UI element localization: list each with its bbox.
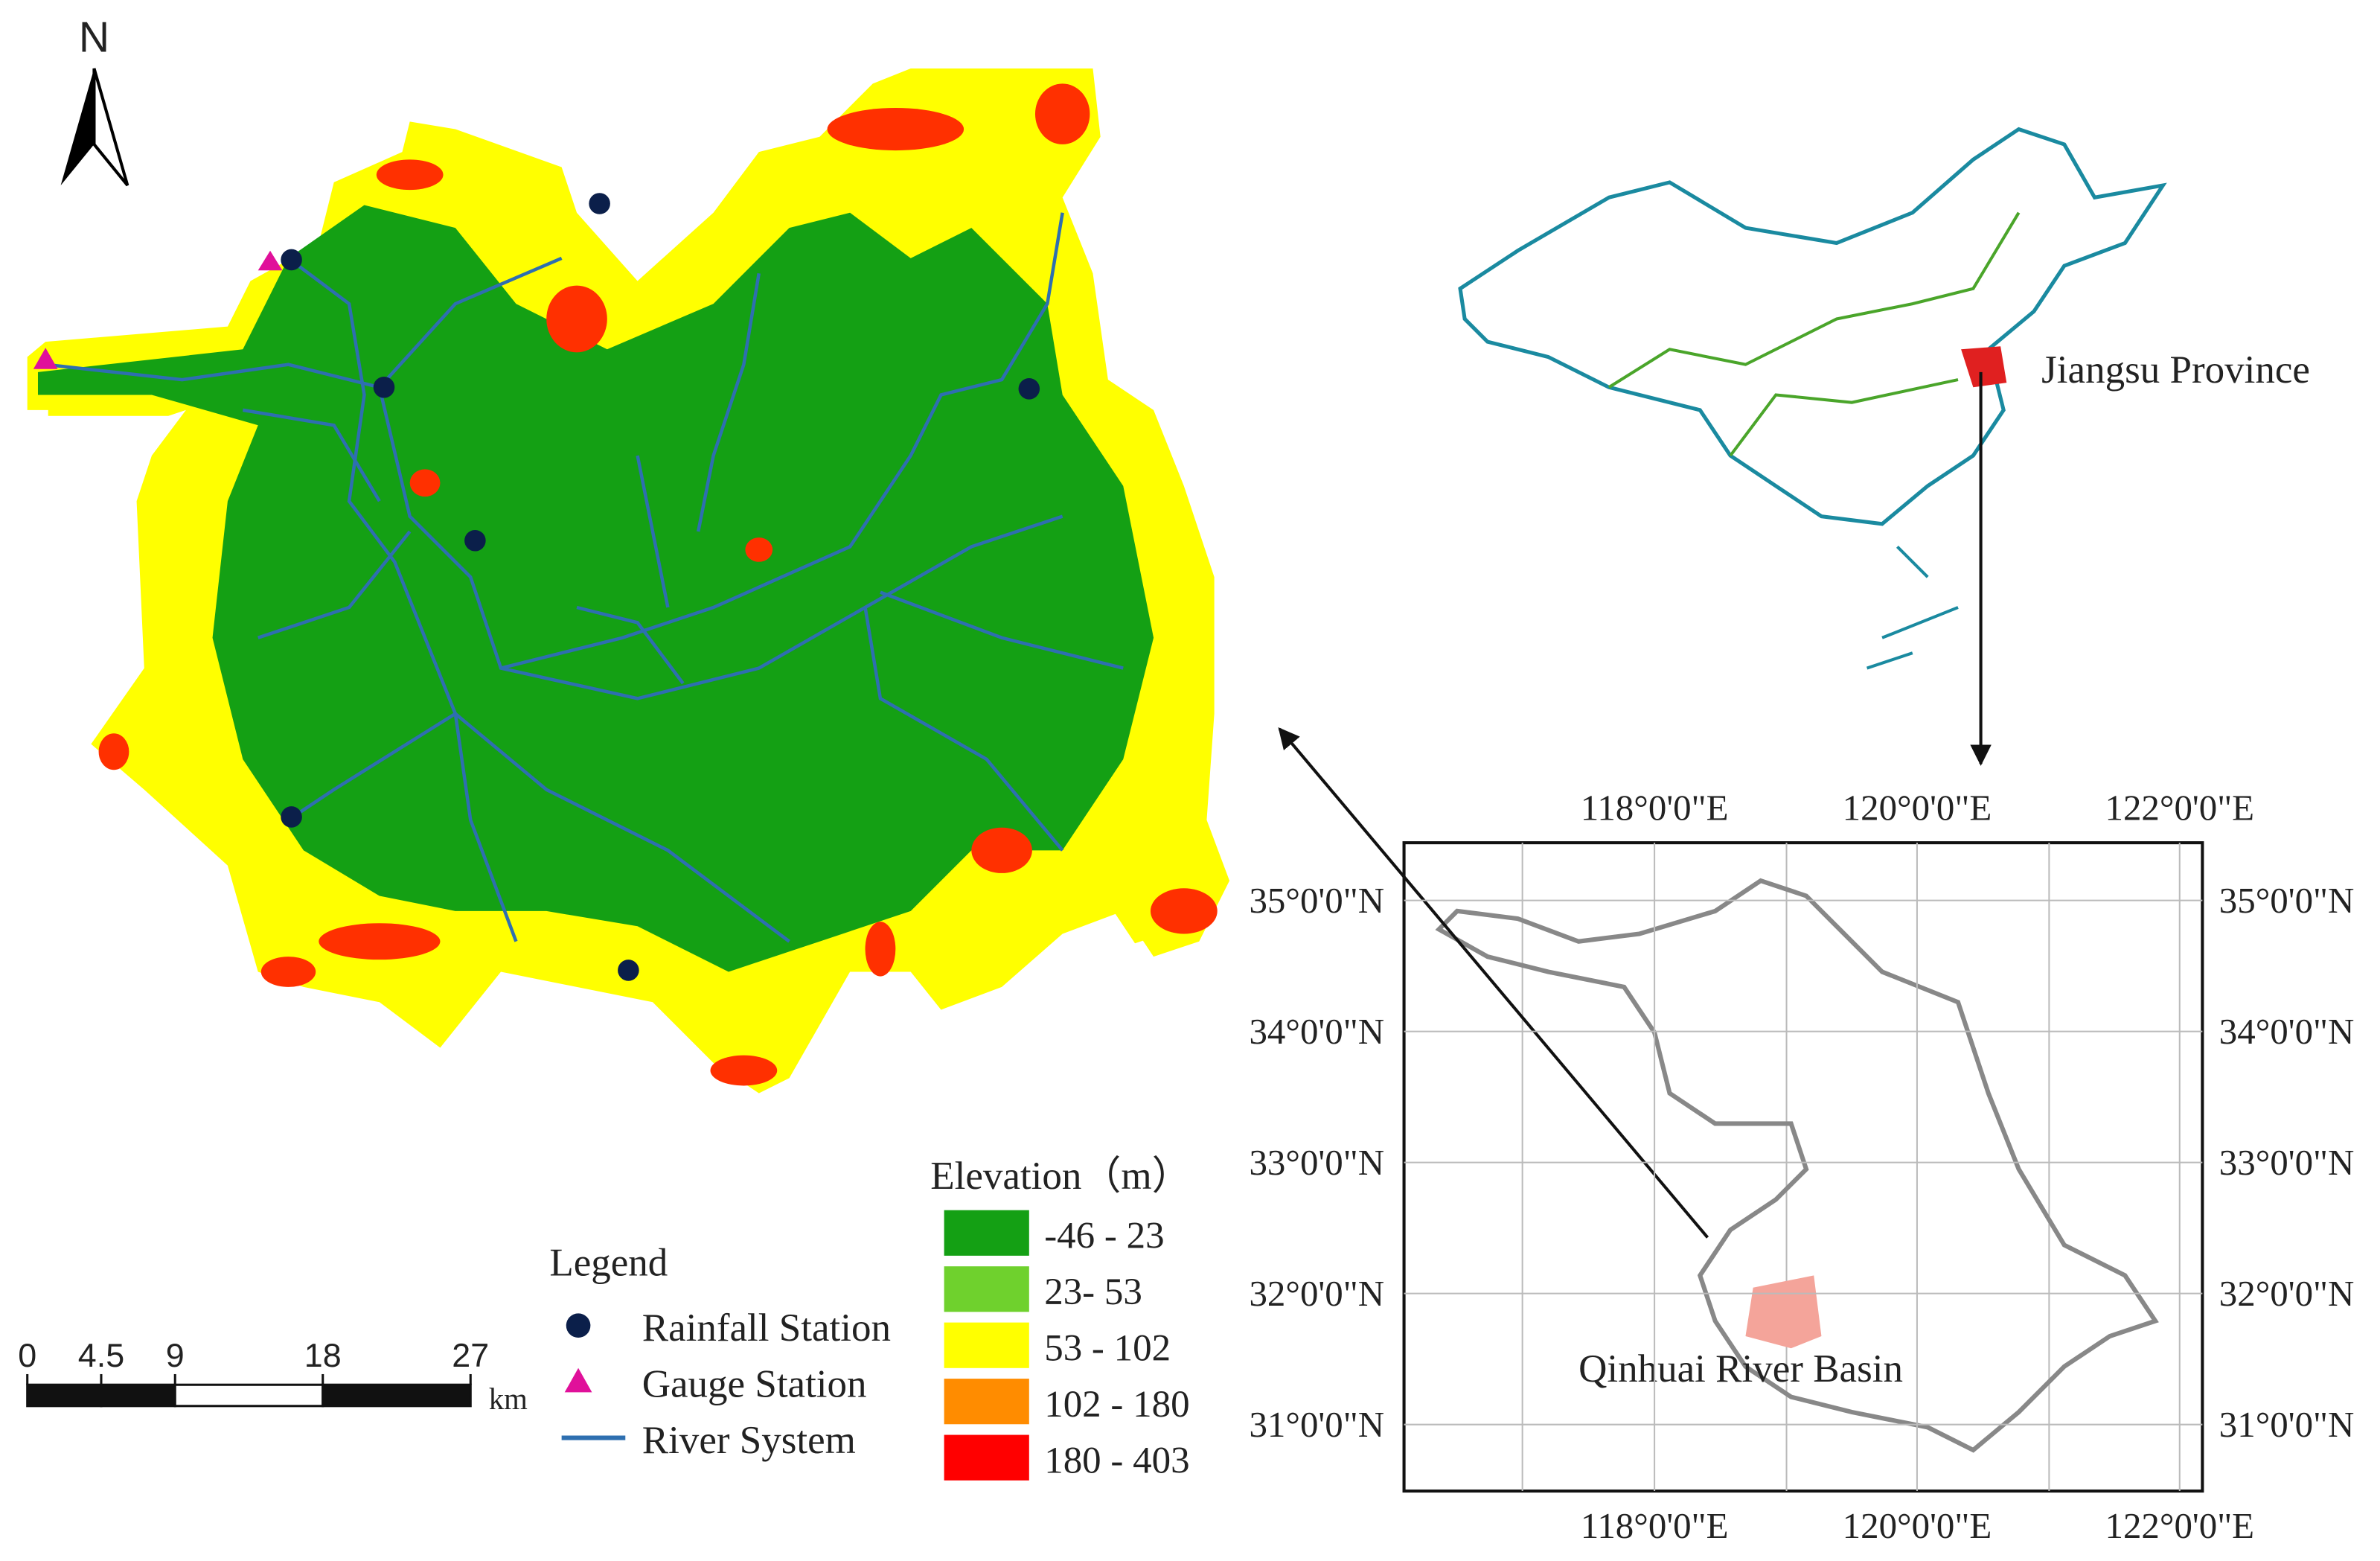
lat-label: 31°0'0"N: [1249, 1404, 1384, 1445]
lon-label: 122°0'0"E: [2105, 1505, 2254, 1546]
legend-item: Gauge Station: [642, 1363, 867, 1406]
scale-unit: km: [489, 1382, 528, 1416]
lon-label: 120°0'0"E: [1843, 1505, 1992, 1546]
elevation-swatch: [944, 1379, 1029, 1425]
china-locator: [1458, 127, 2167, 670]
scale-segment: [27, 1385, 176, 1406]
jiangsu-inset: [1402, 841, 2204, 1493]
lat-label: 35°0'0"N: [2219, 880, 2355, 921]
lat-label: 34°0'0"N: [1249, 1011, 1384, 1052]
elevation-label: 53 - 102: [1044, 1328, 1171, 1370]
lat-label: 33°0'0"N: [2219, 1142, 2355, 1183]
lon-label: 118°0'0"E: [1581, 788, 1729, 829]
lat-label: 32°0'0"N: [1249, 1273, 1384, 1314]
lat-label: 35°0'0"N: [1249, 880, 1384, 921]
legend-item: Rainfall Station: [642, 1306, 891, 1350]
scale-segment: [322, 1383, 472, 1408]
lat-label: 34°0'0"N: [2219, 1011, 2355, 1052]
lat-label: 32°0'0"N: [2219, 1273, 2355, 1314]
scale-label: 27: [452, 1336, 489, 1374]
north-label: N: [79, 14, 109, 62]
elevation-title: Elevation（m）: [930, 1155, 1191, 1198]
scale-label: 9: [166, 1336, 185, 1374]
north-arrow: N: [60, 14, 129, 187]
elevation-label: -46 - 23: [1044, 1216, 1164, 1257]
basin-map: [27, 68, 1230, 1094]
elevation-label: 23- 53: [1044, 1271, 1142, 1313]
lon-label: 120°0'0"E: [1843, 788, 1992, 829]
elevation-swatch: [944, 1266, 1029, 1312]
scale-label: 18: [304, 1336, 342, 1374]
province-label: Jiangsu Province: [2041, 348, 2310, 392]
lon-label: 122°0'0"E: [2105, 788, 2254, 829]
lat-label: 31°0'0"N: [2219, 1404, 2355, 1445]
lat-label: 33°0'0"N: [1249, 1142, 1384, 1183]
legend: [561, 1313, 626, 1440]
legend-item: River System: [642, 1419, 856, 1462]
elevation-swatch: [944, 1434, 1029, 1481]
legend-title: Legend: [549, 1241, 668, 1284]
scale-label: 0: [18, 1336, 36, 1374]
elevation-label: 102 - 180: [1044, 1384, 1189, 1426]
elevation-swatch: [944, 1322, 1029, 1368]
basin-label: Qinhuai River Basin: [1578, 1347, 1903, 1391]
scale-segment: [173, 1383, 324, 1408]
lon-label: 118°0'0"E: [1581, 1505, 1729, 1546]
elevation-label: 180 - 403: [1044, 1440, 1189, 1482]
elevation-swatch: [944, 1210, 1029, 1256]
scale-label: 4.5: [78, 1336, 124, 1374]
